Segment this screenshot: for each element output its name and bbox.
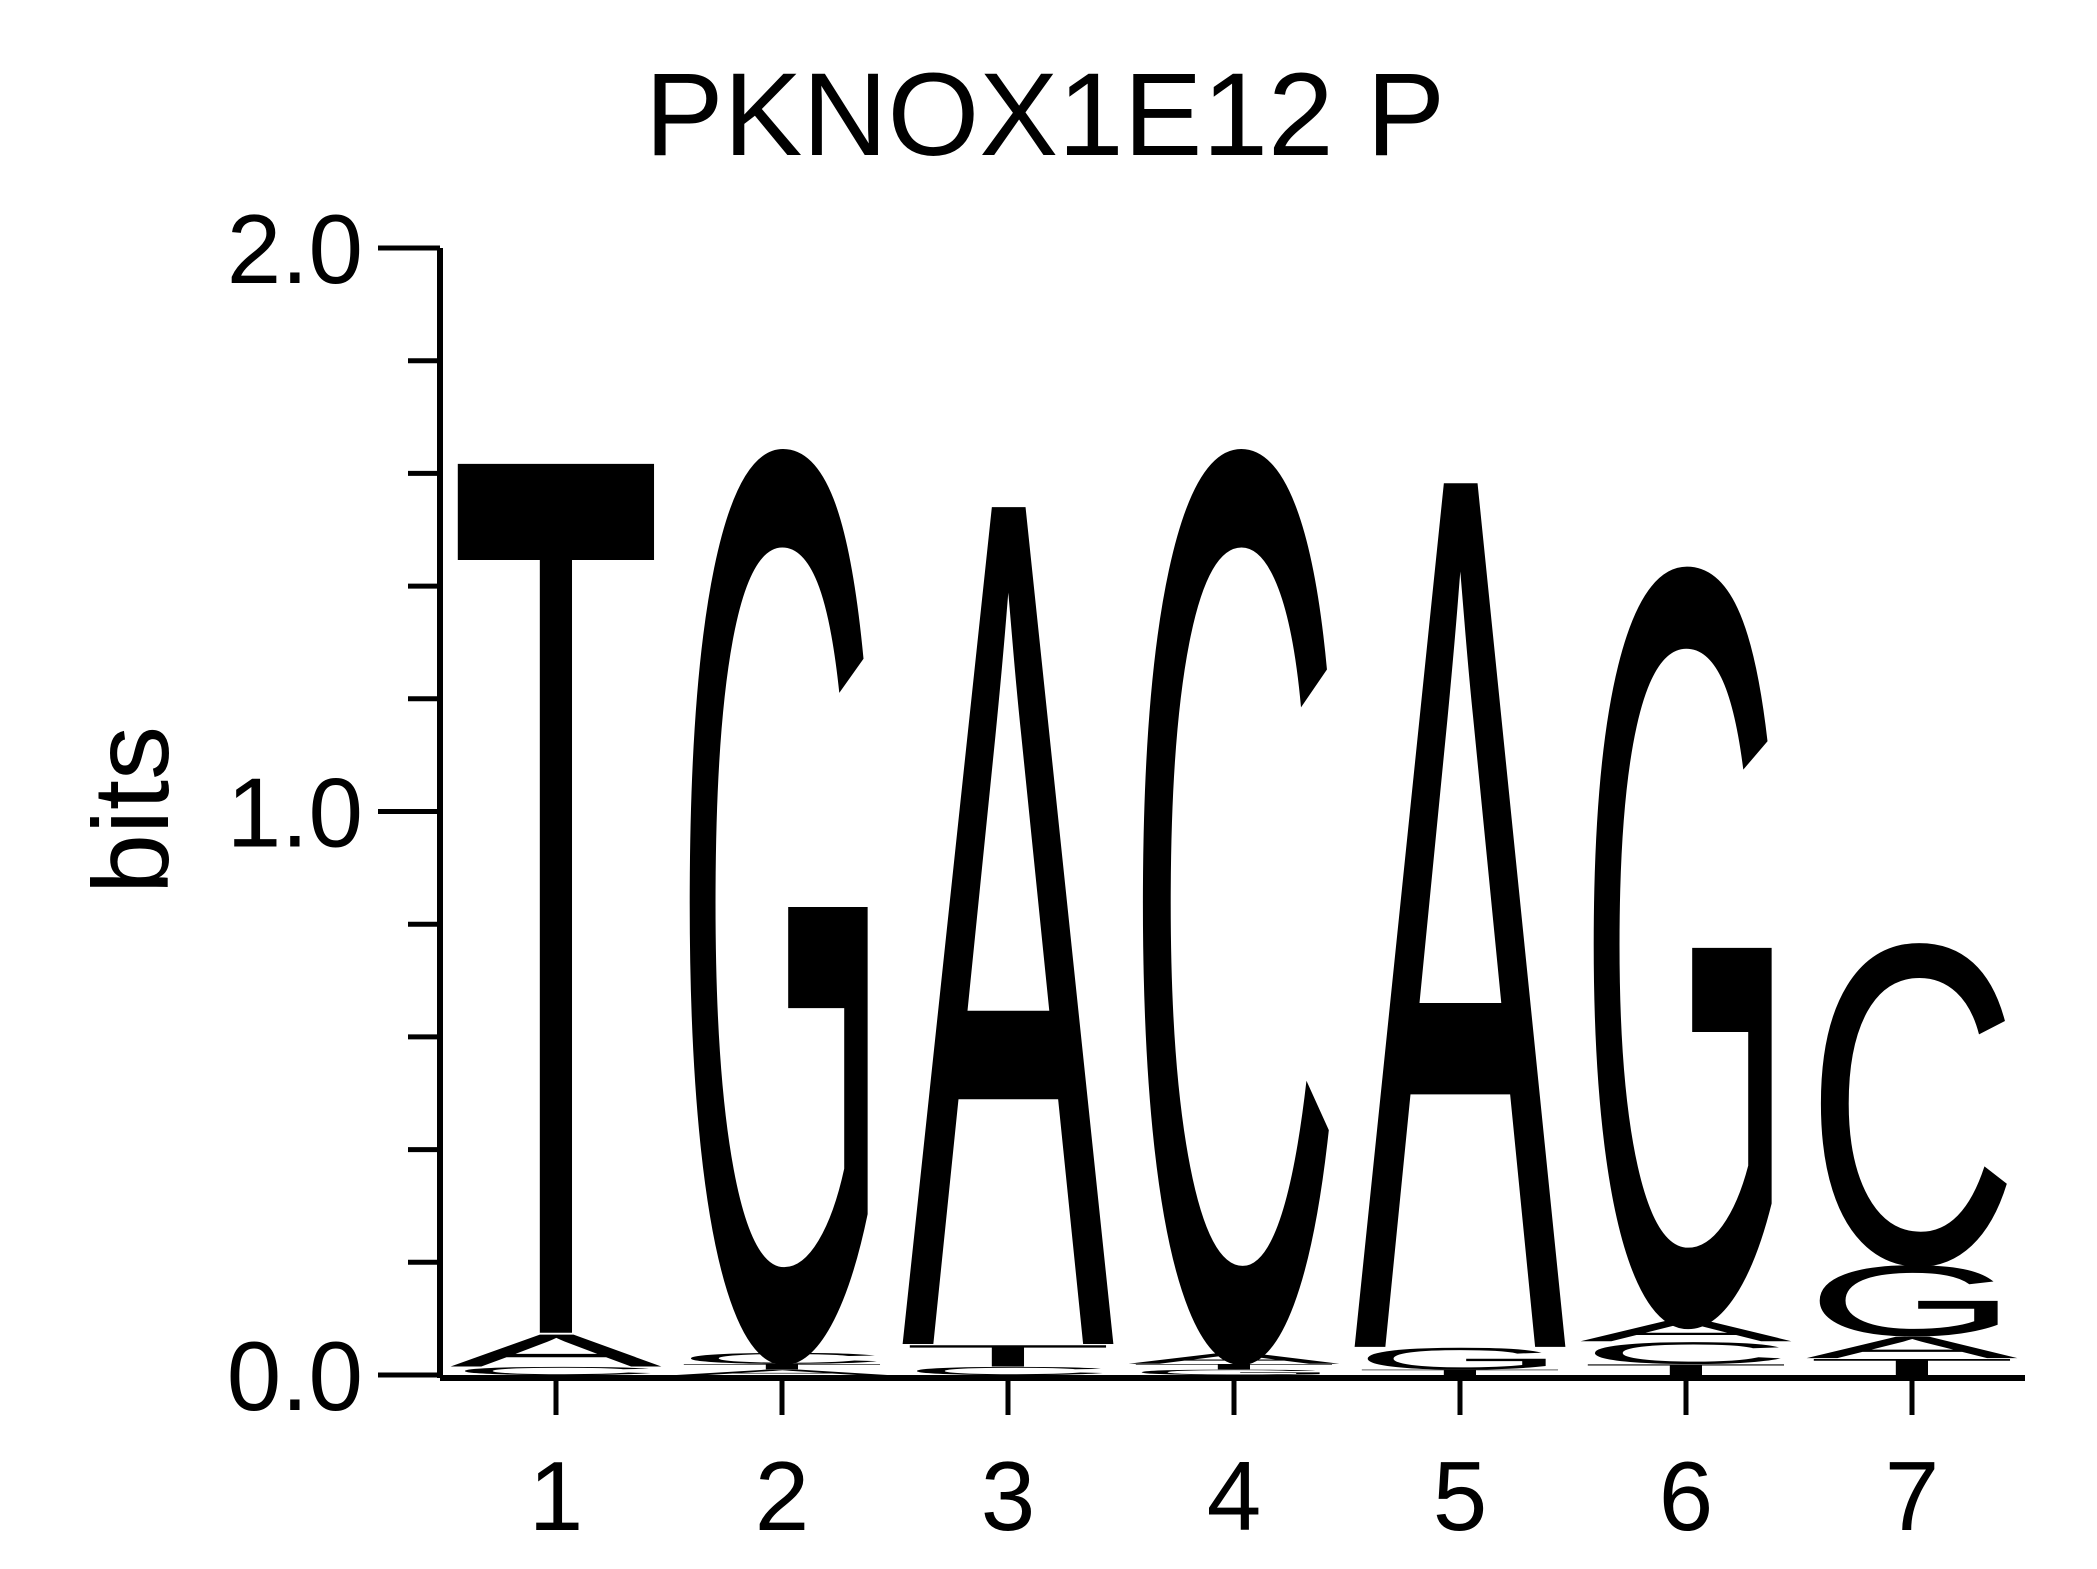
- y-axis-label: bits: [70, 726, 191, 894]
- x-tick-label: 1: [529, 1441, 584, 1551]
- svg-text:G: G: [1354, 1341, 1566, 1376]
- logo-letter-A: A: [1580, 1313, 1792, 1348]
- logo-letter-C: C: [676, 1350, 888, 1367]
- logo-letter-T: T: [1806, 1354, 2018, 1380]
- svg-text:T: T: [450, 190, 662, 1569]
- logo-letter-T: T: [1354, 1368, 1566, 1377]
- svg-text:G: G: [676, 181, 888, 1569]
- svg-text:T: T: [1354, 1368, 1566, 1377]
- svg-text:C: C: [1128, 181, 1340, 1569]
- x-tick-label: 7: [1885, 1441, 1940, 1551]
- x-tick-label: 5: [1433, 1441, 1488, 1551]
- svg-text:G: G: [1128, 1368, 1340, 1377]
- chart-title: PKNOX1E12 P: [645, 49, 1445, 181]
- svg-text:G: G: [1580, 345, 1792, 1548]
- logo-letter-A: A: [902, 244, 1116, 1569]
- svg-text:G: G: [1806, 1245, 2018, 1357]
- svg-text:T: T: [1806, 1354, 2018, 1380]
- logo-letter-C: C: [1806, 850, 2018, 1360]
- svg-text:T: T: [676, 1362, 888, 1371]
- x-tick-label: 2: [755, 1441, 810, 1551]
- svg-text:A: A: [1580, 1313, 1792, 1348]
- logo-letter-G: G: [1354, 1341, 1566, 1376]
- logo-letter-A: A: [1806, 1330, 2018, 1365]
- x-tick-label: 4: [1207, 1441, 1262, 1551]
- logo-letter-G: G: [1128, 1368, 1340, 1377]
- svg-text:A: A: [676, 1368, 889, 1377]
- svg-text:A: A: [1354, 212, 1568, 1569]
- logo-letter-G: G: [1806, 1245, 2018, 1357]
- svg-text:T: T: [1580, 1361, 1792, 1378]
- svg-text:C: C: [1580, 1336, 1792, 1371]
- svg-text:A: A: [1128, 1350, 1341, 1367]
- logo-letter-A: A: [1354, 212, 1568, 1569]
- y-tick-label: 0.0: [227, 1321, 363, 1431]
- svg-text:A: A: [450, 1325, 662, 1377]
- logo-letter-T: T: [676, 1362, 888, 1371]
- svg-text:T: T: [1128, 1362, 1340, 1371]
- svg-text:C: C: [676, 1350, 888, 1367]
- logo-letter-A: A: [1128, 1350, 1341, 1367]
- svg-text:A: A: [1806, 1330, 2018, 1365]
- logo-letter-T: T: [450, 190, 662, 1569]
- svg-text:C: C: [902, 1364, 1114, 1377]
- svg-text:C: C: [450, 1364, 662, 1377]
- svg-text:T: T: [902, 1338, 1114, 1373]
- logo-letter-T: T: [1128, 1362, 1340, 1371]
- y-axis: 0.0 1.0 2.0: [227, 194, 443, 1431]
- logo-letter-T: T: [1580, 1361, 1792, 1378]
- logo-letter-C: C: [902, 1364, 1114, 1377]
- logo-letter-T: T: [902, 1338, 1114, 1373]
- logo-letter-C: C: [450, 1364, 662, 1377]
- x-tick-label: 3: [981, 1441, 1036, 1551]
- y-tick-label: 2.0: [227, 194, 363, 304]
- logo-letter-A: A: [450, 1325, 662, 1377]
- logo-letter-G: G: [676, 181, 888, 1569]
- logo-letter-A: A: [676, 1368, 889, 1377]
- svg-text:A: A: [902, 244, 1116, 1569]
- x-axis: 1 2 3 4 5 6 7: [440, 1375, 2025, 1551]
- logo-letter-G: G: [1580, 345, 1792, 1548]
- logo-letter-C: C: [1128, 181, 1340, 1569]
- logo-letter-C: C: [1580, 1336, 1792, 1371]
- svg-text:C: C: [1806, 850, 2018, 1360]
- y-tick-label: 1.0: [227, 758, 363, 868]
- x-tick-label: 6: [1659, 1441, 1714, 1551]
